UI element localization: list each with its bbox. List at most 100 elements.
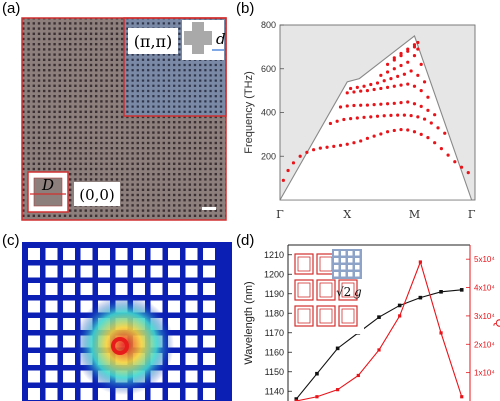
b-light-cone-area <box>280 35 472 200</box>
b-band-point <box>433 113 437 117</box>
d-ytick-label-6: 1200 <box>264 269 284 279</box>
d-y2tick-label-4: 5x10⁴ <box>474 255 495 264</box>
d-ytick-label-7: 1210 <box>264 250 284 260</box>
d-inset-blue-hole <box>334 258 339 263</box>
d-inset-hole <box>319 308 333 324</box>
c-lattice-hole <box>185 248 198 260</box>
b-xtick-label-0: Γ <box>276 208 284 221</box>
b-band-point <box>372 87 376 92</box>
c-lattice-hole <box>28 335 40 348</box>
b-band-point <box>382 79 386 83</box>
c-lattice-hole <box>28 283 40 295</box>
d-q-point <box>336 388 340 392</box>
b-band-point <box>399 101 403 105</box>
b-band-point <box>419 132 423 136</box>
b-band-point <box>406 49 410 53</box>
c-lattice-hole <box>63 388 75 400</box>
b-band-point <box>362 115 366 119</box>
d-q-point <box>460 395 464 399</box>
b-band-point <box>406 60 410 64</box>
c-lattice-hole <box>115 283 128 295</box>
c-lattice-hole <box>168 300 180 313</box>
c-lattice-hole <box>63 248 75 260</box>
b-band-point <box>412 43 417 47</box>
c-lattice-hole <box>133 283 145 295</box>
c-lattice-hole <box>28 388 40 400</box>
b-band-point <box>379 73 383 77</box>
b-band-point <box>365 103 370 107</box>
c-lattice-hole <box>45 353 58 365</box>
c-lattice-hole <box>80 388 93 400</box>
d-q-point <box>315 395 319 399</box>
d-inset-hole <box>319 282 333 298</box>
d-inset-hole <box>297 256 311 272</box>
d-ytick-label-1: 1150 <box>265 367 284 377</box>
c-lattice-hole <box>168 318 180 330</box>
d-ytick-label-2: 1160 <box>265 347 284 357</box>
b-ytick-label-0: 200 <box>261 151 276 161</box>
b-band-point <box>392 101 396 105</box>
b-band-point <box>385 130 390 134</box>
b-xtick-label-3: Γ <box>468 208 476 221</box>
d-inset-cell <box>316 305 336 327</box>
zero-label: (0,0) <box>79 186 115 204</box>
c-lattice-hole <box>203 388 215 400</box>
d-q-point <box>439 331 443 335</box>
b-band-point <box>359 89 363 93</box>
unit-cell-big-d-hole <box>33 177 63 207</box>
c-lattice-hole <box>203 370 215 383</box>
c-lattice-hole <box>63 353 75 365</box>
b-band-point <box>352 141 356 145</box>
b-ylabel: Frequency (THz) <box>243 71 255 154</box>
b-band-point <box>349 117 353 121</box>
b-xtick-label-2: M <box>409 208 420 221</box>
b-band-point <box>399 54 403 58</box>
b-band-point <box>392 67 396 71</box>
d-inset-blue-hole <box>334 265 339 270</box>
c-lattice-hole <box>28 370 40 383</box>
b-band-point <box>419 62 423 66</box>
c-lattice-hole <box>150 248 163 260</box>
b-band-point <box>325 145 329 149</box>
d-inset-blue-hole <box>334 272 339 277</box>
c-lattice-hole <box>168 248 180 260</box>
b-band-point <box>369 115 373 119</box>
d-inset-formula-g: g <box>354 285 362 299</box>
b-band-point <box>399 83 403 87</box>
field-hotspot <box>111 337 129 355</box>
crystal-border <box>21 17 227 221</box>
c-lattice-hole <box>185 300 198 313</box>
c-lattice-hole <box>63 265 75 278</box>
b-band-point <box>433 141 437 145</box>
b-band-point <box>355 116 359 120</box>
c-lattice-hole <box>150 265 163 278</box>
b-band-point <box>385 62 390 66</box>
field-glow <box>74 295 174 395</box>
zero-label-box <box>74 182 120 206</box>
b-band-point <box>419 104 423 108</box>
b-band-point <box>416 47 420 51</box>
b-ytick-label-1: 400 <box>261 108 276 118</box>
c-lattice-hole <box>185 388 198 400</box>
c-lattice-hole <box>63 370 75 383</box>
d-wavelength-point <box>418 295 423 300</box>
d-inset-formula-sqrt: √2 <box>336 285 351 299</box>
c-lattice-hole <box>45 248 58 260</box>
d-inset-blue-hole <box>355 258 360 263</box>
d-inset-cell <box>338 305 358 327</box>
d-ytick-label-0: 1140 <box>265 386 284 396</box>
unit-cell-big-d-label: D <box>41 176 54 194</box>
unit-cell-d-label: d <box>216 30 226 48</box>
c-lattice-hole <box>185 265 198 278</box>
c-lattice-hole <box>63 318 75 330</box>
d-ytick-label-5: 1190 <box>265 289 284 299</box>
b-band-point <box>412 54 417 58</box>
b-band-point <box>412 45 417 49</box>
b-band-point <box>338 105 343 109</box>
c-lattice-hole <box>203 265 215 278</box>
c-lattice-hole <box>185 318 198 330</box>
c-lattice-hole <box>28 265 40 278</box>
c-lattice-hole <box>115 248 128 260</box>
b-band-point <box>375 81 380 85</box>
